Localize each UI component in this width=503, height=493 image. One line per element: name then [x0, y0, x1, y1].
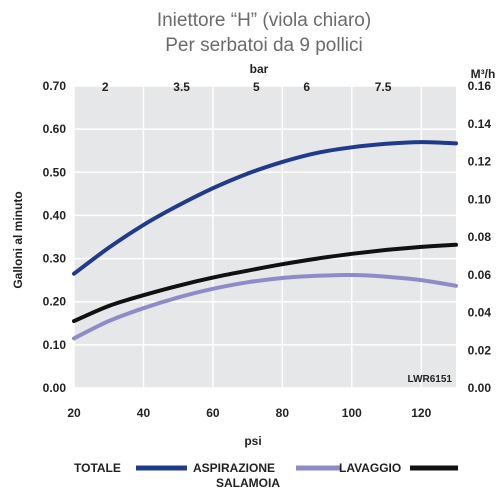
y-tick-label: 0.50	[43, 165, 67, 179]
legend-label-line: ASPIRAZIONE	[193, 461, 275, 475]
y-tick-label: 0.00	[43, 381, 67, 395]
top-tick-label: 2	[102, 80, 109, 94]
y-axis-label: Galloni al minuto	[11, 191, 25, 288]
right-tick-label: 0.02	[468, 343, 492, 357]
legend-label-line: LAVAGGIO	[339, 461, 401, 475]
top-axis-label: bar	[250, 62, 269, 76]
legend-label: TOTALE	[74, 461, 121, 475]
legend-label-line: TOTALE	[74, 461, 121, 475]
right-tick-label: 0.14	[468, 117, 492, 131]
x-tick-label: 120	[411, 406, 431, 420]
x-tick-label: 80	[276, 406, 290, 420]
y-tick-label: 0.40	[43, 208, 67, 222]
chart-subtitle: Per serbatoi da 9 pollici	[165, 35, 363, 56]
right-tick-label: 0.12	[468, 155, 492, 169]
chart-code-label: LWR6151	[408, 374, 453, 385]
x-tick-label: 20	[67, 406, 81, 420]
right-tick-label: 0.16	[468, 79, 492, 93]
y-tick-label: 0.30	[43, 252, 67, 266]
y-tick-label: 0.70	[43, 79, 67, 93]
top-tick-label: 5	[253, 80, 260, 94]
top-tick-label: 7.5	[375, 80, 392, 94]
series-line-lavaggio	[72, 242, 458, 324]
plot-background	[74, 86, 456, 388]
right-tick-label: 0.00	[468, 381, 492, 395]
right-tick-label: 0.08	[468, 230, 492, 244]
x-tick-label: 100	[342, 406, 362, 420]
grid-lines	[73, 85, 456, 389]
x-tick-label: 60	[206, 406, 220, 420]
right-tick-label: 0.10	[468, 192, 492, 206]
y-tick-label: 0.10	[43, 338, 67, 352]
legend-label: LAVAGGIO	[339, 461, 401, 475]
right-tick-label: 0.04	[468, 306, 492, 320]
right-axis-label: M³/h	[471, 67, 496, 81]
y-axis-ticks: 0.00 0.10 0.20 0.30 0.40 0.50 0.60 0.70	[43, 79, 67, 395]
legend: TOTALE ASPIRAZIONE SALAMOIA LAVAGGIO	[74, 461, 458, 490]
series-lines	[72, 140, 458, 341]
right-axis-ticks: 0.00 0.02 0.04 0.06 0.08 0.10 0.12 0.14 0.16	[468, 79, 492, 395]
top-axis-ticks: 2 3.5 5 6 7.5	[102, 80, 392, 94]
series-line-aspirazione-salamoia	[72, 272, 458, 341]
chart-title: Iniettore “H” (viola chiaro)	[157, 10, 371, 31]
top-tick-label: 3.5	[173, 80, 190, 94]
legend-label: ASPIRAZIONE SALAMOIA	[193, 461, 280, 490]
x-tick-label: 40	[137, 406, 151, 420]
right-tick-label: 0.06	[468, 268, 492, 282]
legend-label-line: SALAMOIA	[216, 476, 280, 490]
y-tick-label: 0.20	[43, 295, 67, 309]
x-axis-label: psi	[244, 434, 261, 448]
x-axis-ticks: 20 40 60 80 100 120	[67, 406, 431, 420]
series-line-totale	[72, 140, 458, 276]
top-tick-label: 6	[303, 80, 310, 94]
y-tick-label: 0.60	[43, 122, 67, 136]
